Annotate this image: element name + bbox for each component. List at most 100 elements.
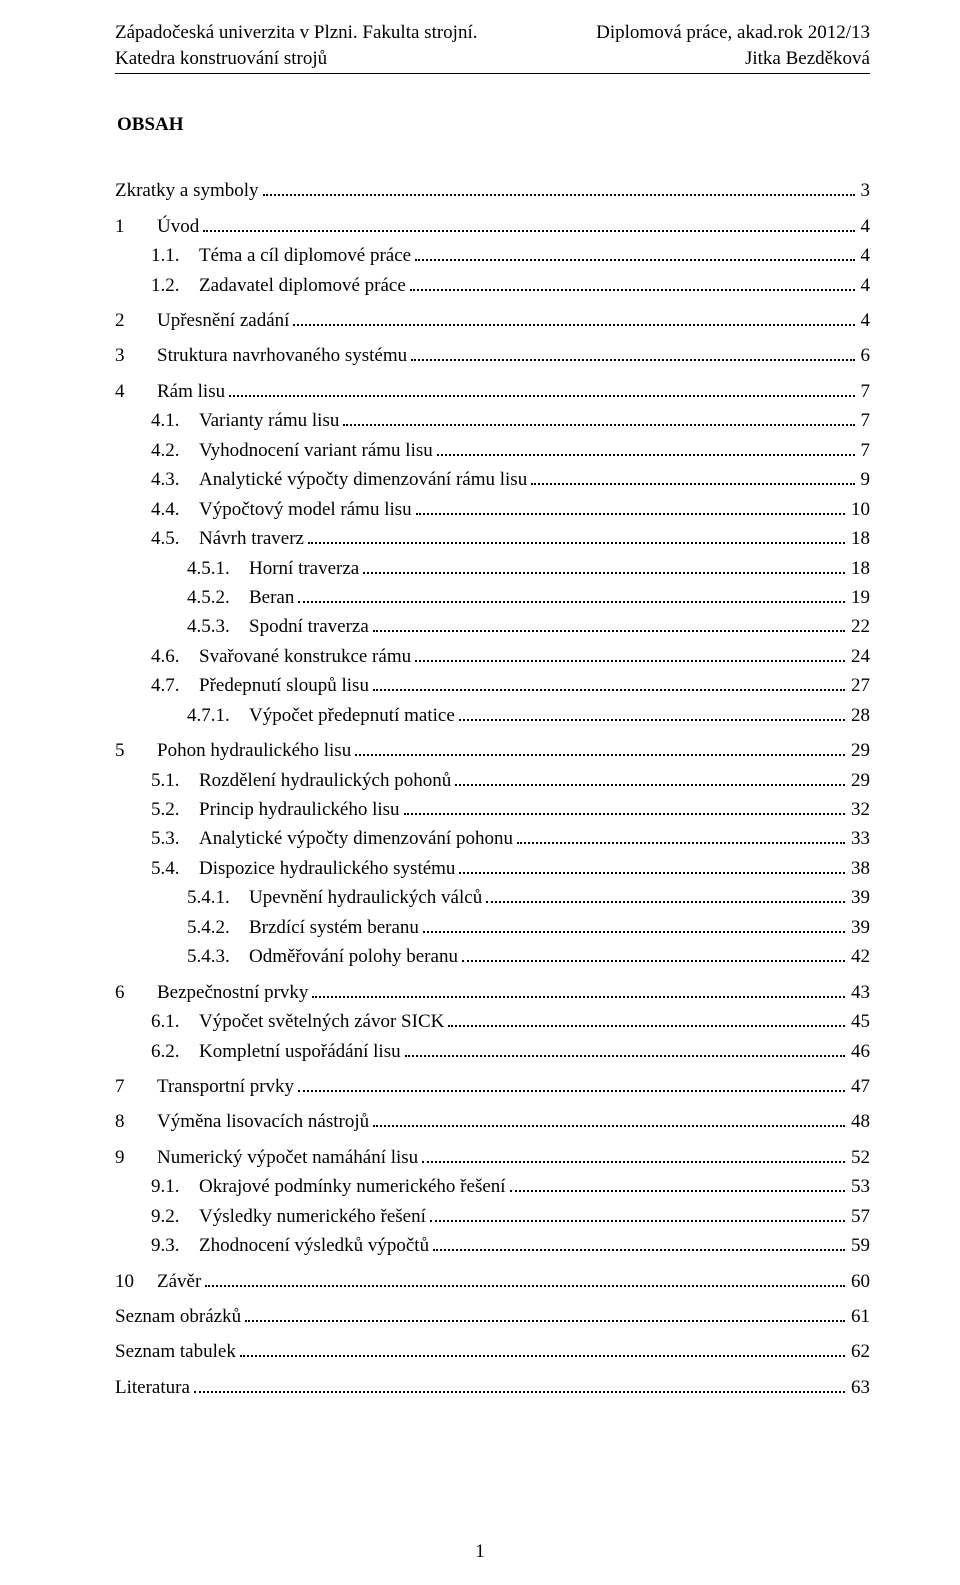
toc-entry-number: 4 — [115, 377, 151, 406]
toc-leader-dots — [373, 1110, 845, 1127]
toc-entry-number: 1 — [115, 212, 151, 241]
toc-entry-page: 52 — [849, 1143, 870, 1172]
toc-entry-page: 57 — [849, 1202, 870, 1231]
toc-entry: 4.4.Výpočtový model rámu lisu10 — [151, 495, 870, 524]
toc-entry-page: 46 — [849, 1037, 870, 1066]
toc-entry: 4.7.1.Výpočet předepnutí matice28 — [187, 701, 870, 730]
toc-leader-dots — [194, 1376, 845, 1393]
header-row-2: Katedra konstruování strojů Jitka Bezděk… — [115, 46, 870, 72]
toc-entry-page: 45 — [849, 1007, 870, 1036]
toc-entry-number: 4.5.2. — [187, 583, 243, 612]
toc-entry: 5.4.Dispozice hydraulického systému38 — [151, 854, 870, 883]
toc-entry-number: 4.6. — [151, 642, 193, 671]
toc-entry-number: 5 — [115, 736, 151, 765]
toc-entry-page: 39 — [849, 883, 870, 912]
toc-entry-page: 61 — [849, 1302, 870, 1331]
toc-entry: 1.1.Téma a cíl diplomové práce4 — [151, 241, 870, 270]
toc-entry-page: 27 — [849, 671, 870, 700]
toc-entry: 4.2.Vyhodnocení variant rámu lisu7 — [151, 436, 870, 465]
toc-entry-page: 42 — [849, 942, 870, 971]
toc-entry-page: 3 — [859, 176, 871, 205]
toc-entry-number: 4.1. — [151, 406, 193, 435]
toc-entry-page: 10 — [849, 495, 870, 524]
toc-entry-number: 4.7.1. — [187, 701, 243, 730]
toc-entry: 5.4.3.Odměřování polohy beranu42 — [187, 942, 870, 971]
toc-entry-page: 4 — [859, 271, 871, 300]
toc-entry: 7Transportní prvky47 — [115, 1072, 870, 1101]
toc-leader-dots — [245, 1305, 845, 1322]
page: Západočeská univerzita v Plzni. Fakulta … — [0, 0, 960, 1585]
toc-entry-page: 33 — [849, 824, 870, 853]
toc-entry-page: 48 — [849, 1107, 870, 1136]
toc-entry-title: Odměřování polohy beranu — [243, 942, 458, 971]
toc-entry: 6Bezpečnostní prvky43 — [115, 978, 870, 1007]
toc-entry-number: 5.4. — [151, 854, 193, 883]
toc-entry: 6.1.Výpočet světelných závor SICK45 — [151, 1007, 870, 1036]
toc-entry-number: 4.5.3. — [187, 612, 243, 641]
toc-leader-dots — [437, 439, 855, 456]
toc-leader-dots — [355, 739, 845, 756]
toc-entry-page: 38 — [849, 854, 870, 883]
toc-entry: 4.1.Varianty rámu lisu7 — [151, 406, 870, 435]
toc-entry-number: 8 — [115, 1107, 151, 1136]
header-department: Katedra konstruování strojů — [115, 46, 327, 72]
toc-leader-dots — [373, 615, 845, 632]
toc-leader-dots — [298, 1075, 845, 1092]
toc-entry-title: Beran — [243, 583, 294, 612]
toc-entry-page: 29 — [849, 766, 870, 795]
toc-leader-dots — [486, 886, 845, 903]
toc-entry-number: 5.1. — [151, 766, 193, 795]
toc-leader-dots — [423, 916, 845, 933]
toc-leader-dots — [462, 945, 845, 962]
table-of-contents: Zkratky a symboly31Úvod41.1.Téma a cíl d… — [115, 176, 870, 1402]
toc-entry: 9Numerický výpočet namáhání lisu52 — [115, 1143, 870, 1172]
toc-entry-number: 1.2. — [151, 271, 193, 300]
toc-entry-title: Upevnění hydraulických válců — [243, 883, 482, 912]
toc-leader-dots — [298, 586, 845, 603]
toc-entry-page: 9 — [859, 465, 871, 494]
toc-entry-title: Rozdělení hydraulických pohonů — [193, 766, 451, 795]
toc-entry-number: 4.7. — [151, 671, 193, 700]
toc-leader-dots — [229, 380, 854, 397]
toc-leader-dots — [459, 857, 845, 874]
toc-entry-number: 9.2. — [151, 1202, 193, 1231]
toc-entry-title: Vyhodnocení variant rámu lisu — [193, 436, 433, 465]
toc-entry-number: 5.4.2. — [187, 913, 243, 942]
header-university: Západočeská univerzita v Plzni. Fakulta … — [115, 20, 477, 46]
toc-leader-dots — [343, 409, 854, 426]
toc-entry-number: 7 — [115, 1072, 151, 1101]
toc-entry-title: Kompletní uspořádání lisu — [193, 1037, 401, 1066]
toc-entry-title: Výpočtový model rámu lisu — [193, 495, 412, 524]
toc-leader-dots — [205, 1270, 845, 1287]
toc-entry-number: 2 — [115, 306, 151, 335]
toc-leader-dots — [410, 274, 855, 291]
toc-leader-dots — [531, 468, 854, 485]
toc-entry-title: Transportní prvky — [151, 1072, 294, 1101]
page-number: 1 — [0, 1541, 960, 1563]
toc-entry-number: 9.3. — [151, 1231, 193, 1260]
toc-entry: 4.5.1.Horní traverza18 — [187, 554, 870, 583]
toc-entry-title: Analytické výpočty dimenzování pohonu — [193, 824, 513, 853]
toc-leader-dots — [448, 1010, 845, 1027]
toc-leader-dots — [263, 179, 855, 196]
toc-entry-title: Analytické výpočty dimenzování rámu lisu — [193, 465, 527, 494]
toc-entry: 5.2.Princip hydraulického lisu32 — [151, 795, 870, 824]
toc-entry-number: 9.1. — [151, 1172, 193, 1201]
toc-entry-number: 10 — [115, 1267, 151, 1296]
toc-entry-number: 5.2. — [151, 795, 193, 824]
toc-leader-dots — [459, 704, 845, 721]
toc-leader-dots — [517, 827, 845, 844]
toc-entry-number: 6 — [115, 978, 151, 1007]
toc-entry-title: Spodní traverza — [243, 612, 369, 641]
toc-entry-page: 22 — [849, 612, 870, 641]
toc-entry-title: Návrh traverz — [193, 524, 304, 553]
toc-leader-dots — [203, 215, 854, 232]
toc-entry-title: Rám lisu — [151, 377, 225, 406]
toc-entry-page: 19 — [849, 583, 870, 612]
toc-entry-title: Zadavatel diplomové práce — [193, 271, 406, 300]
toc-entry-title: Svařované konstrukce rámu — [193, 642, 411, 671]
toc-entry: 6.2.Kompletní uspořádání lisu46 — [151, 1037, 870, 1066]
toc-entry-page: 62 — [849, 1337, 870, 1366]
toc-entry-title: Brzdící systém beranu — [243, 913, 419, 942]
header-row-1: Západočeská univerzita v Plzni. Fakulta … — [115, 20, 870, 46]
